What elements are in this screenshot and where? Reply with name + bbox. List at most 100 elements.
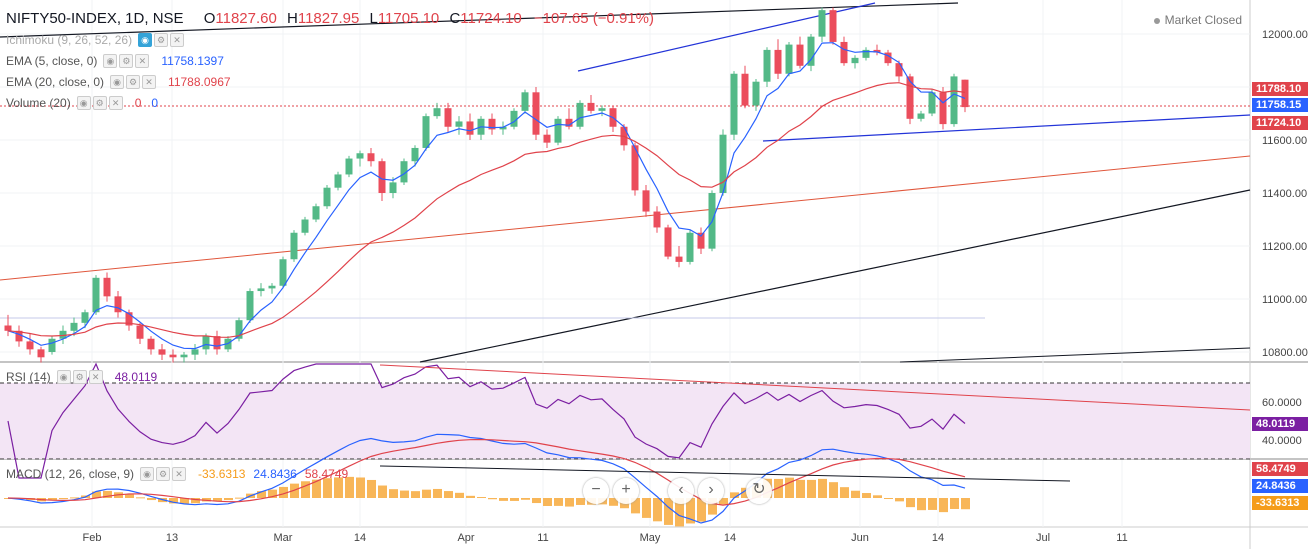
macd-histogram-bar: [400, 490, 409, 498]
macd-histogram-bar: [950, 498, 959, 509]
low-label: L: [369, 10, 378, 27]
macd-tag: 24.8436: [1252, 479, 1308, 493]
close-icon[interactable]: ✕: [135, 54, 150, 68]
candle: [719, 134, 727, 193]
macd-histogram-bar: [521, 498, 530, 500]
macd-histogram-bar: [785, 477, 794, 498]
zoom-controls: − +: [583, 478, 639, 504]
macd-signal-line: [7, 438, 966, 506]
macd-histogram-bar: [675, 498, 684, 527]
eye-icon[interactable]: ◉: [140, 467, 155, 481]
eye-icon[interactable]: ◉: [56, 370, 71, 384]
rsi-trendline: [379, 364, 1251, 411]
macd-histogram-bar: [103, 490, 112, 498]
high-label: H: [287, 10, 298, 27]
close-icon[interactable]: ✕: [88, 370, 103, 384]
volume-legend[interactable]: Volume (20) ◉ ⚙ ✕ 0 0: [6, 96, 158, 110]
eye-icon[interactable]: ◉: [138, 33, 153, 47]
close-icon[interactable]: ✕: [108, 96, 123, 110]
macd-histogram-bar: [532, 498, 541, 504]
ichimoku-legend[interactable]: Ichimoku (9, 26, 52, 26) ◉ ⚙ ✕: [6, 33, 192, 47]
close-icon[interactable]: ✕: [172, 467, 187, 481]
settings-icon[interactable]: ⚙: [126, 75, 141, 89]
macd-histogram-bar: [433, 488, 442, 498]
candle: [103, 277, 111, 297]
ema20-legend[interactable]: EMA (20, close, 0) ◉ ⚙ ✕ 11788.0967: [6, 75, 231, 89]
candle: [444, 108, 452, 127]
minus-icon[interactable]: −: [583, 478, 609, 504]
candle: [576, 102, 584, 127]
settings-icon[interactable]: ⚙: [156, 467, 171, 481]
candle: [323, 187, 331, 207]
macd-legend[interactable]: MACD (12, 26, close, 9) ◉ ⚙ ✕ -33.6313 24.…: [6, 467, 348, 481]
macd-histogram-bar: [873, 495, 882, 498]
candle: [411, 147, 419, 162]
candle: [466, 121, 474, 135]
candle: [4, 325, 12, 331]
candle: [389, 182, 397, 193]
candle: [543, 134, 551, 143]
macd-hist-tag: -33.6313: [1252, 496, 1308, 510]
candle: [345, 158, 353, 175]
open-label: O: [203, 10, 216, 27]
close-icon[interactable]: ✕: [170, 33, 185, 47]
candle: [796, 44, 804, 66]
macd-histogram-bar: [488, 498, 497, 500]
macd-value: 24.8436: [253, 467, 297, 481]
time-tick-label: Jul: [1036, 532, 1050, 544]
time-tick-label: Jun: [851, 532, 869, 544]
ema20-line: [7, 82, 966, 338]
eye-icon[interactable]: ◉: [103, 54, 118, 68]
candle: [631, 145, 639, 191]
eye-icon[interactable]: ◉: [110, 75, 125, 89]
candle: [213, 336, 221, 350]
settings-icon[interactable]: ⚙: [72, 370, 87, 384]
macd-histogram-bar: [389, 489, 398, 498]
macd-signal-tag: 58.4749: [1252, 462, 1308, 476]
chevron-left-icon[interactable]: ‹: [668, 478, 694, 504]
macd-histogram-bar: [323, 478, 332, 498]
macd-histogram-bar: [169, 498, 178, 504]
ema5-legend[interactable]: EMA (5, close, 0) ◉ ⚙ ✕ 11758.1397: [6, 54, 224, 68]
chevron-right-icon[interactable]: ›: [698, 478, 724, 504]
price-tick-label: 11400.00: [1262, 188, 1307, 200]
macd-histogram-bar: [928, 498, 937, 510]
symbol-header: NIFTY50-INDEX, 1D, NSE O11827.60 H11827.…: [6, 10, 654, 27]
candle: [257, 288, 265, 292]
macd-histogram-bar: [631, 498, 640, 514]
macd-histogram-bar: [422, 489, 431, 498]
candle: [961, 79, 969, 108]
candle: [147, 338, 155, 350]
candle: [565, 118, 573, 127]
symbol-title: NIFTY50-INDEX, 1D, NSE: [6, 10, 184, 27]
candle: [928, 92, 936, 114]
open-value: 11827.60: [215, 10, 277, 27]
candle: [202, 336, 210, 350]
rsi-value: 48.0119: [114, 370, 158, 384]
time-tick-label: 14: [724, 532, 736, 544]
candle: [180, 354, 188, 358]
rsi-tick-label: 40.0000: [1262, 435, 1302, 447]
rsi-legend[interactable]: RSI (14) ◉ ⚙ ✕ 48.0119: [6, 370, 157, 384]
price-tick-label: 11200.00: [1262, 241, 1307, 253]
candle: [653, 211, 661, 228]
candle: [455, 121, 463, 127]
settings-icon[interactable]: ⚙: [119, 54, 134, 68]
settings-icon[interactable]: ⚙: [154, 33, 169, 47]
settings-icon[interactable]: ⚙: [92, 96, 107, 110]
close-icon[interactable]: ✕: [142, 75, 157, 89]
macd-histogram-bar: [708, 498, 717, 515]
macd-histogram-bar: [268, 489, 277, 498]
candle: [730, 73, 738, 135]
market-status: Market Closed: [1153, 13, 1242, 27]
plus-icon[interactable]: +: [613, 478, 639, 504]
macd-histogram-bar: [477, 497, 486, 499]
macd-histogram-bar: [455, 492, 464, 498]
candle: [829, 10, 837, 42]
macd-histogram-bar: [686, 498, 695, 524]
eye-icon[interactable]: ◉: [76, 96, 91, 110]
candle: [59, 330, 67, 339]
status-dot-icon: [1153, 17, 1160, 24]
reset-icon[interactable]: ↻: [746, 478, 772, 504]
